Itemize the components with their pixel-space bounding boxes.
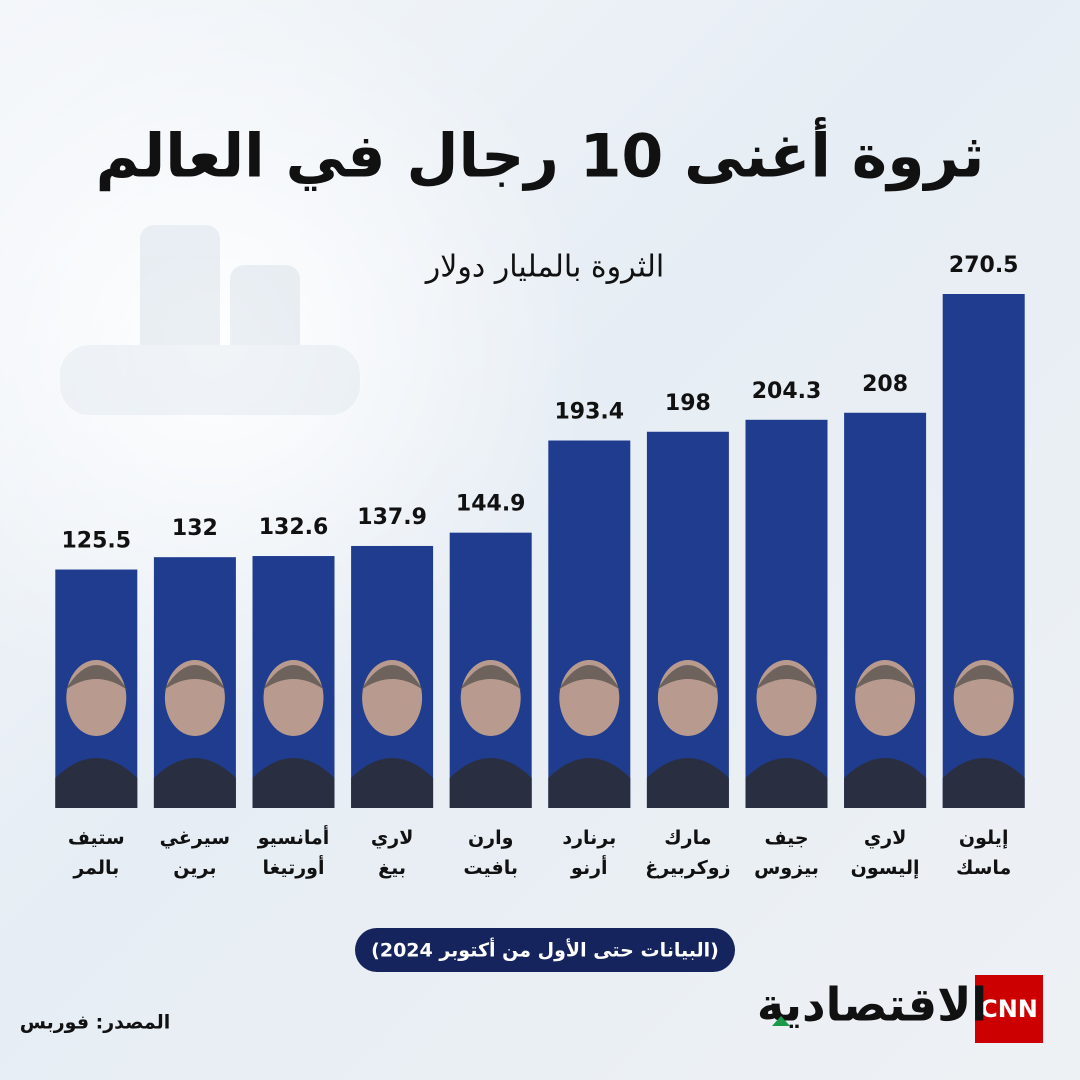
value-label: 198 [665,391,711,416]
note: (البيانات حتى الأول من أكتوبر 2024) [371,938,719,962]
portrait-shoulders [153,758,236,808]
portrait-hair [262,665,325,690]
value-label: 204.3 [752,379,822,404]
brand: الاقتصادية [757,978,987,1032]
portrait-hair [558,665,621,690]
chart-title: ثروة أغنى 10 رجال في العالم [96,117,985,192]
x-tick-label: أمانسيو أورتيغا [257,825,330,879]
value-label: 270.5 [949,253,1019,278]
portrait-shoulders [844,758,927,808]
portrait-hair [361,665,424,690]
value-label: 144.9 [456,492,526,517]
portrait-hair [952,665,1015,690]
x-tick-label: إيلون ماسك [956,827,1011,879]
portrait [252,660,335,808]
portrait [548,660,631,808]
portrait-hair [459,665,522,690]
portrait-shoulders [646,758,729,808]
portrait-shoulders [55,758,138,808]
portrait [646,660,729,808]
decor-coins [60,225,360,415]
brand-mark [772,1016,790,1026]
value-label: 208 [862,372,908,397]
bar [548,440,631,808]
portrait-hair [755,665,818,690]
portrait-hair [163,665,226,690]
logo-box [975,975,1043,1043]
portrait [942,660,1025,808]
portrait [745,660,828,808]
bar [844,412,927,808]
source: المصدر: فوربس [20,1012,171,1034]
x-tick-label: سيرغي برين [160,827,230,879]
portrait-shoulders [745,758,828,808]
x-tick-label: جيف بيزوس [754,827,819,879]
x-tick-label: وارن بافيت [463,827,518,879]
x-tick-label: برنارد أرنو [562,827,616,879]
x-tick-label: ستيف بالمر [68,827,125,879]
portrait [153,660,236,808]
x-tick-label: مارك زوكربيرغ [645,827,730,879]
bar [745,419,828,808]
note-pill [355,928,735,972]
portrait-shoulders [252,758,335,808]
value-label: 193.4 [555,400,625,425]
value-label: 125.5 [62,529,132,554]
value-label: 132.6 [259,515,329,540]
x-tick-label: لاري بيغ [371,827,414,879]
value-label: 132 [172,516,218,541]
portrait-shoulders [351,758,434,808]
bar [646,431,729,808]
logo: CNN [980,995,1038,1023]
portrait-hair [854,665,917,690]
portrait-hair [65,665,128,690]
portrait [351,660,434,808]
chart-subtitle: الثروة بالمليار دولار [424,250,664,285]
portrait-shoulders [548,758,631,808]
value-label: 137.9 [357,505,427,530]
portrait [844,660,927,808]
portrait-hair [656,665,719,690]
x-tick-label: لاري إليسون [851,827,920,879]
portrait [449,660,532,808]
portrait-shoulders [449,758,532,808]
portrait [55,660,138,808]
portrait-shoulders [942,758,1025,808]
